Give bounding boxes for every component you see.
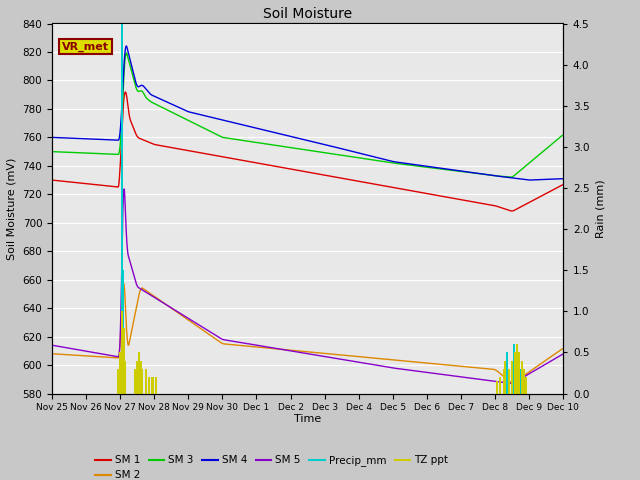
Bar bbox=[138, 352, 140, 394]
Bar bbox=[136, 360, 138, 394]
Bar bbox=[508, 369, 509, 394]
Text: VR_met: VR_met bbox=[62, 41, 109, 52]
Bar bbox=[515, 352, 516, 394]
Bar bbox=[141, 369, 143, 394]
Bar bbox=[119, 352, 121, 394]
Bar bbox=[523, 369, 525, 394]
Bar bbox=[122, 270, 124, 394]
Bar bbox=[513, 344, 515, 394]
Bar bbox=[496, 381, 498, 394]
Bar bbox=[145, 369, 147, 394]
Bar bbox=[502, 369, 504, 394]
Bar bbox=[155, 377, 157, 394]
Bar bbox=[521, 360, 524, 394]
Title: Soil Moisture: Soil Moisture bbox=[263, 7, 352, 21]
Legend: SM 1, SM 2, SM 3, SM 4, SM 5, Precip_mm, TZ ppt: SM 1, SM 2, SM 3, SM 4, SM 5, Precip_mm,… bbox=[91, 451, 452, 480]
Bar bbox=[138, 352, 140, 394]
Bar bbox=[140, 360, 141, 394]
Bar bbox=[152, 377, 154, 394]
Bar bbox=[124, 360, 126, 394]
Y-axis label: Rain (mm): Rain (mm) bbox=[595, 179, 605, 238]
Bar bbox=[499, 377, 501, 394]
Bar bbox=[525, 377, 527, 394]
Bar bbox=[134, 369, 136, 394]
Bar bbox=[511, 360, 513, 394]
X-axis label: Time: Time bbox=[294, 414, 321, 424]
Bar bbox=[506, 352, 508, 394]
Bar bbox=[148, 377, 150, 394]
Bar bbox=[516, 360, 518, 394]
Bar bbox=[504, 360, 506, 394]
Bar bbox=[518, 352, 520, 394]
Bar bbox=[520, 369, 522, 394]
Bar bbox=[121, 24, 123, 394]
Bar bbox=[121, 312, 123, 394]
Bar bbox=[516, 344, 518, 394]
Y-axis label: Soil Moisture (mV): Soil Moisture (mV) bbox=[7, 157, 17, 260]
Bar bbox=[117, 369, 120, 394]
Bar bbox=[122, 328, 125, 394]
